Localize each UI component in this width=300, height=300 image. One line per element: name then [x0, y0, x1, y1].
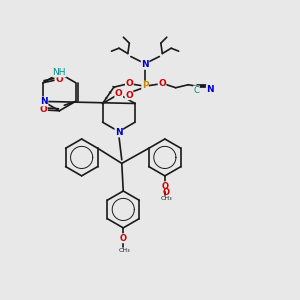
Text: N: N — [115, 128, 123, 137]
Text: NH: NH — [52, 68, 66, 77]
Text: N: N — [141, 60, 149, 69]
Text: O: O — [161, 182, 168, 191]
Text: N: N — [40, 97, 48, 106]
Text: O: O — [158, 79, 166, 88]
Text: P: P — [142, 81, 148, 90]
Text: O: O — [115, 89, 123, 98]
Text: C: C — [194, 86, 200, 95]
Text: CH₃: CH₃ — [119, 248, 130, 253]
Text: O: O — [163, 188, 170, 197]
Text: O: O — [39, 105, 47, 114]
Text: O: O — [125, 79, 133, 88]
Text: CH₃: CH₃ — [160, 196, 172, 201]
Text: O: O — [120, 234, 127, 243]
Text: O: O — [125, 91, 133, 100]
Text: N: N — [206, 85, 214, 94]
Text: O: O — [55, 75, 63, 84]
